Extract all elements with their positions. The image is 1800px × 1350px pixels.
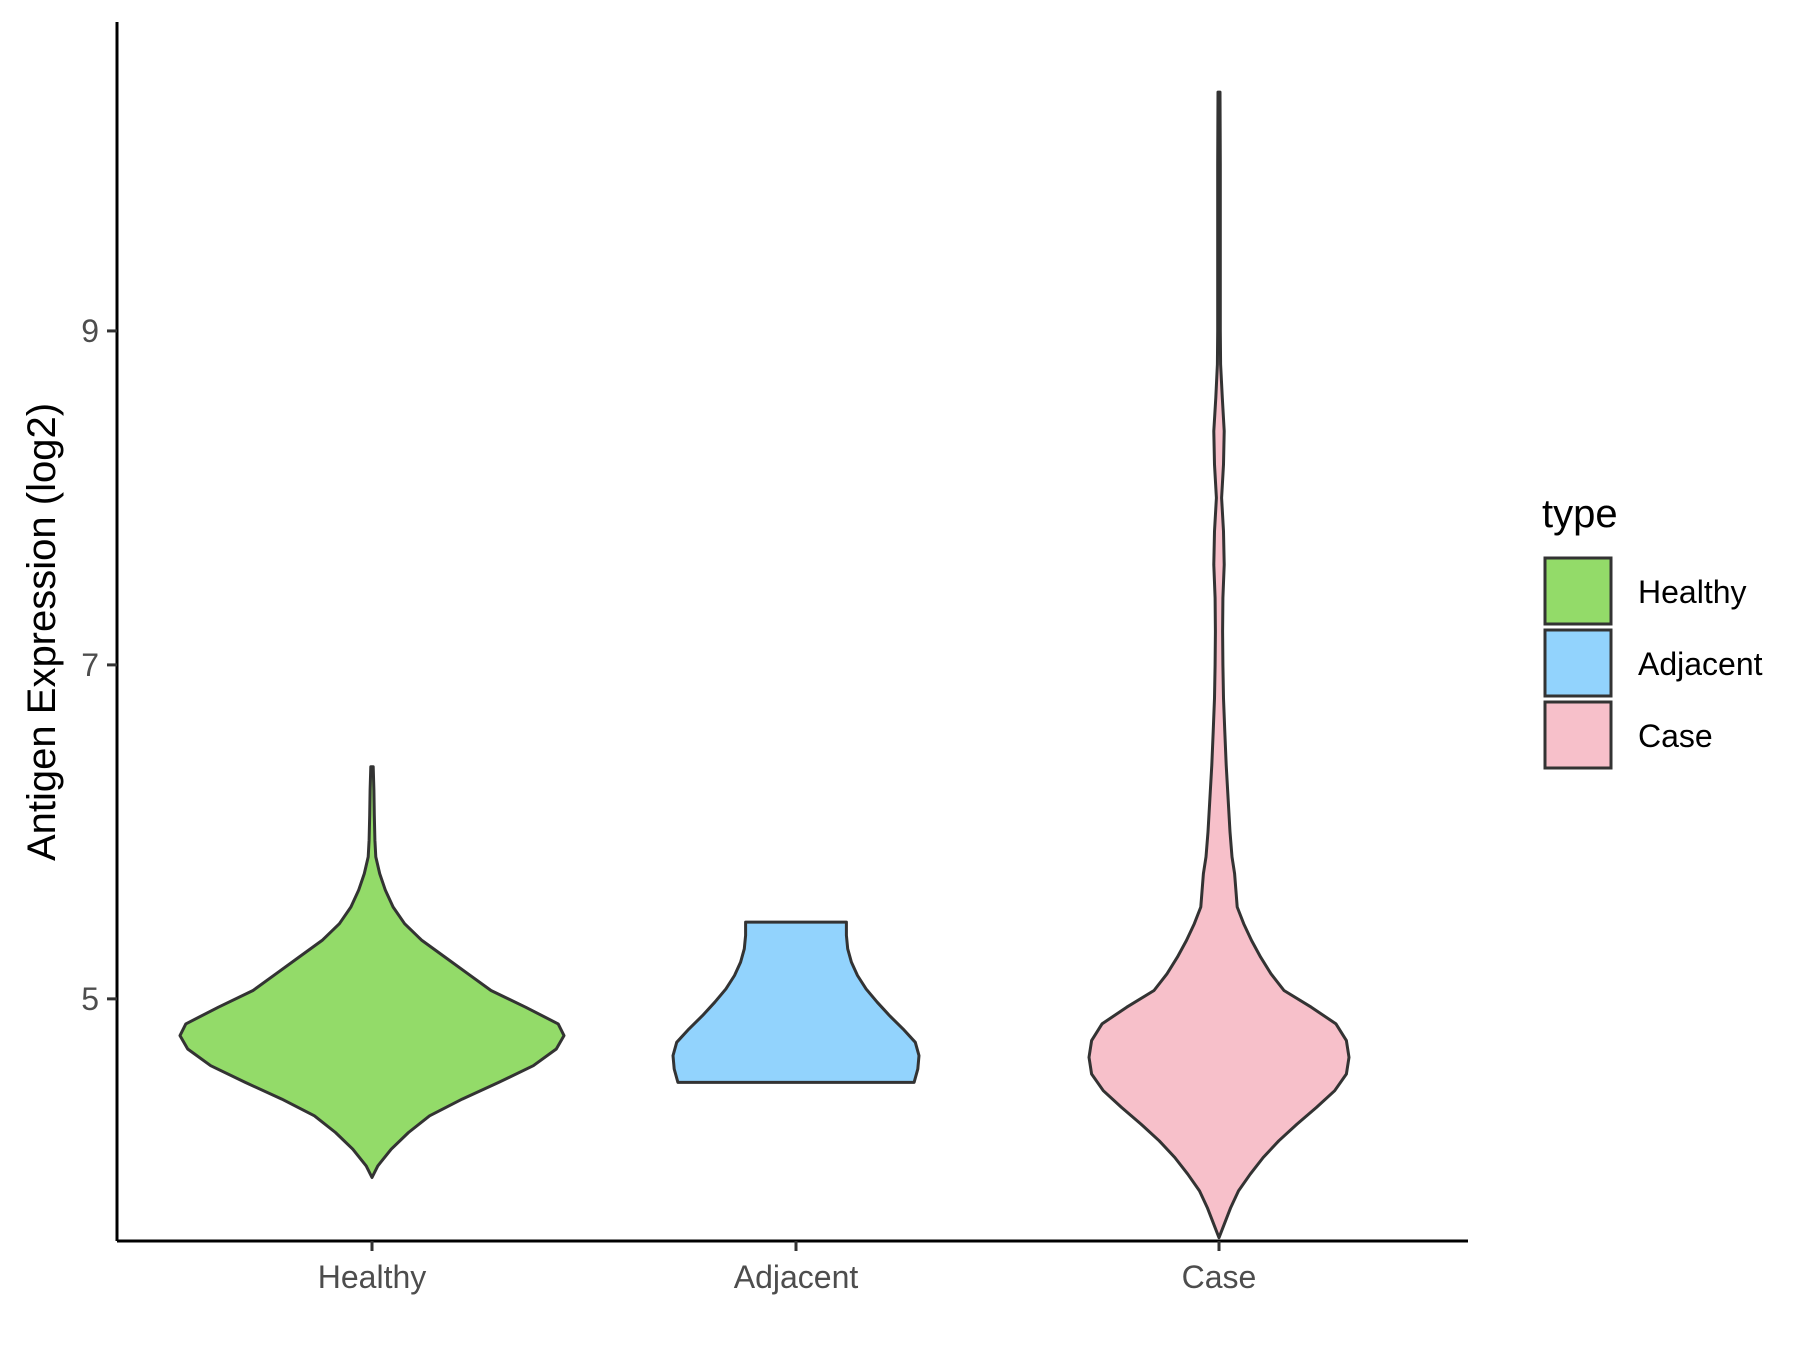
legend: type Healthy Adjacent Case	[1542, 492, 1763, 770]
violin-case	[1087, 90, 1351, 1240]
legend-key-adjacent	[1543, 628, 1613, 698]
legend-key-case	[1543, 700, 1613, 770]
legend-key-healthy	[1543, 556, 1613, 626]
legend-title: type	[1542, 492, 1618, 536]
plot-area	[178, 90, 1351, 1240]
legend-label-case: Case	[1638, 718, 1713, 754]
violin-healthy	[178, 765, 566, 1179]
legend-label-healthy: Healthy	[1638, 574, 1747, 610]
y-tick-label: 5	[81, 981, 99, 1017]
violin-adjacent	[671, 920, 921, 1084]
legend-entries: Healthy Adjacent Case	[1543, 556, 1763, 770]
x-tick-label: Adjacent	[734, 1259, 859, 1295]
y-tick-label: 9	[81, 313, 99, 349]
x-tick-label: Healthy	[318, 1259, 427, 1295]
y-axis-title: Antigen Expression (log2)	[20, 403, 64, 861]
legend-label-adjacent: Adjacent	[1638, 646, 1763, 682]
x-axis-ticks: Healthy Adjacent Case	[318, 1241, 1257, 1295]
y-axis-ticks: 5 7 9	[81, 313, 117, 1017]
y-tick-label: 7	[81, 647, 99, 683]
x-tick-label: Case	[1182, 1259, 1257, 1295]
